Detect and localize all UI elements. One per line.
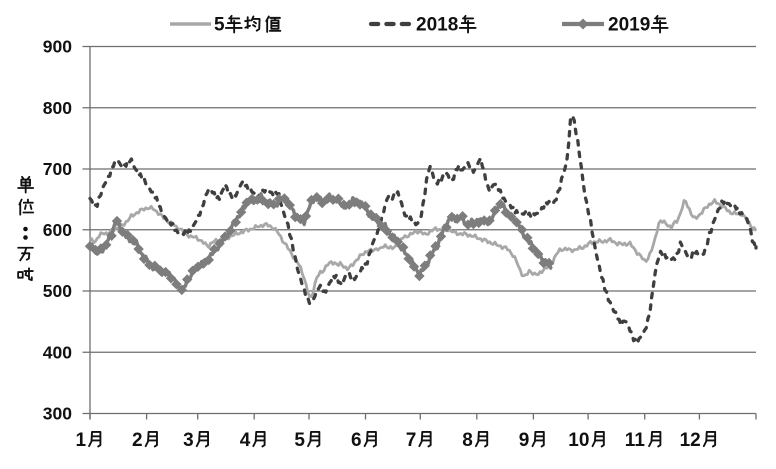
svg-text:300: 300 [43,404,72,424]
svg-text:8: 8 [462,430,473,451]
svg-text:2018: 2018 [416,15,458,36]
svg-text:4: 4 [240,430,251,451]
svg-text:7: 7 [406,430,417,451]
svg-text:10: 10 [568,430,589,451]
svg-text:1: 1 [76,430,87,451]
svg-text:400: 400 [43,342,72,362]
svg-text:500: 500 [43,281,72,301]
svg-text:11: 11 [625,430,646,451]
svg-text:800: 800 [43,98,72,118]
svg-text:12: 12 [680,430,701,451]
svg-text:600: 600 [43,220,72,240]
svg-text:2019: 2019 [608,15,650,36]
svg-text:9: 9 [519,430,530,451]
svg-text:3: 3 [183,430,194,451]
svg-text:5: 5 [294,430,305,451]
svg-text:900: 900 [43,37,72,57]
svg-text:700: 700 [43,159,72,179]
svg-text:2: 2 [132,430,143,451]
svg-text:5: 5 [214,15,225,36]
svg-text:6: 6 [351,430,362,451]
